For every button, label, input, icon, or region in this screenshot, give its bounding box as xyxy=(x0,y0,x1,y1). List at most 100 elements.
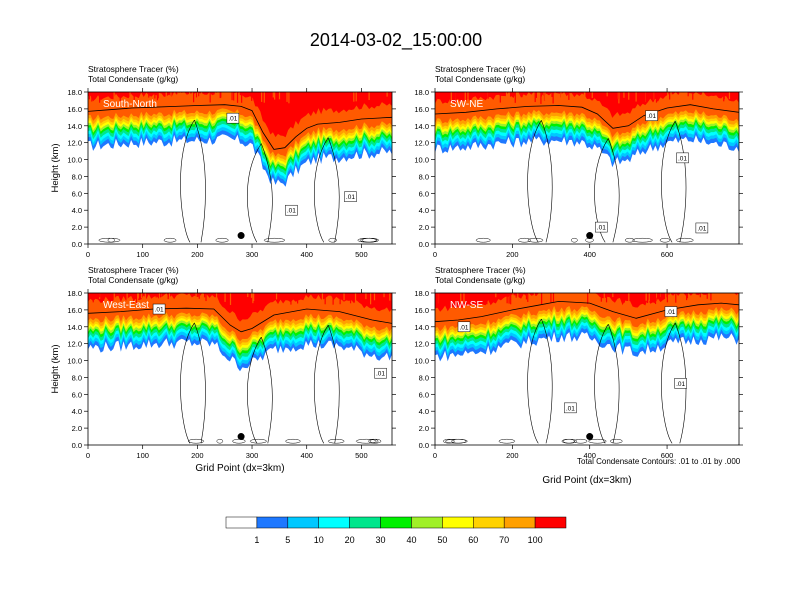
panel-title-condensate: Total Condensate (g/kg) xyxy=(435,74,525,84)
contour-label: .01 xyxy=(285,204,298,216)
y-tick-label: 8.0 xyxy=(419,172,429,181)
condensate-contour xyxy=(88,104,392,150)
contour-label: .01 xyxy=(664,306,678,317)
contour-label: .01 xyxy=(344,191,357,202)
y-tick-label: 6.0 xyxy=(72,189,82,198)
y-tick-label: 14.0 xyxy=(414,122,429,131)
contour-footnote: Total Condensate Contours: .01 to .01 by… xyxy=(577,457,741,466)
panel-south-north: Stratosphere Tracer (%)Total Condensate … xyxy=(50,64,396,259)
y-tick-label: 18.0 xyxy=(67,88,82,97)
y-tick-label: 0.0 xyxy=(419,240,429,249)
colorbar-label: 40 xyxy=(406,535,416,545)
cross-section-label: SW-NE xyxy=(450,99,483,110)
y-tick-label: 16.0 xyxy=(414,105,429,114)
panel-title-condensate: Total Condensate (g/kg) xyxy=(88,275,178,285)
colorbar-label: 60 xyxy=(468,535,478,545)
colorbar-label: 100 xyxy=(528,535,543,545)
contour-label: .01 xyxy=(674,378,687,389)
x-tick-label: 0 xyxy=(86,250,90,259)
page-title: 2014-03-02_15:00:00 xyxy=(309,30,483,50)
svg-text:.01: .01 xyxy=(228,116,237,123)
cross-section-label: West-East xyxy=(103,300,149,311)
cross-section-label: South-North xyxy=(103,99,157,110)
svg-text:.01: .01 xyxy=(459,324,468,331)
y-tick-label: 18.0 xyxy=(414,88,429,97)
colorbar-label: 70 xyxy=(499,535,509,545)
y-tick-label: 4.0 xyxy=(72,407,82,416)
y-tick-label: 14.0 xyxy=(67,323,82,332)
y-axis-label: Height (km) xyxy=(50,143,61,192)
colorbar-swatch xyxy=(287,516,319,529)
colorbar-swatch xyxy=(349,516,381,529)
panel-title-condensate: Total Condensate (g/kg) xyxy=(88,74,178,84)
x-tick-label: 600 xyxy=(661,451,674,460)
panel-title-tracer: Stratosphere Tracer (%) xyxy=(88,265,179,275)
y-tick-label: 18.0 xyxy=(414,289,429,298)
panel-nw-se: Stratosphere Tracer (%)Total Condensate … xyxy=(414,265,743,486)
panel-title-tracer: Stratosphere Tracer (%) xyxy=(435,64,526,74)
x-tick-label: 600 xyxy=(661,250,674,259)
svg-text:.01: .01 xyxy=(597,225,606,232)
colorbar-swatch xyxy=(503,516,536,529)
tracer-field: .01 .01 .01 .01 xyxy=(435,92,739,243)
contour-label: .01 xyxy=(226,112,240,124)
colorbar-swatch xyxy=(380,516,412,529)
y-tick-label: 8.0 xyxy=(72,172,82,181)
x-tick-label: 500 xyxy=(355,451,368,460)
contour-label: .01 xyxy=(676,152,689,164)
y-tick-label: 18.0 xyxy=(67,289,82,298)
plot-frame xyxy=(87,91,393,245)
svg-text:.01: .01 xyxy=(346,194,355,201)
y-axis-label: Height (km) xyxy=(50,344,61,393)
colorbar-label: 1 xyxy=(254,535,259,545)
x-axis-label: Grid Point (dx=3km) xyxy=(542,475,631,486)
y-tick-label: 10.0 xyxy=(414,156,429,165)
x-tick-label: 100 xyxy=(136,250,149,259)
colorbar-label: 30 xyxy=(376,535,386,545)
plot-frame xyxy=(434,292,740,446)
location-marker xyxy=(586,232,594,240)
colorbar-swatch xyxy=(318,516,350,529)
y-tick-label: 12.0 xyxy=(414,340,429,349)
contour-label: .01 xyxy=(152,303,166,315)
y-tick-label: 2.0 xyxy=(419,424,429,433)
y-tick-label: 8.0 xyxy=(72,373,82,382)
svg-text:.01: .01 xyxy=(676,381,685,388)
cross-section-label: NW-SE xyxy=(450,300,483,311)
x-tick-label: 0 xyxy=(433,250,437,259)
svg-text:.01: .01 xyxy=(678,155,687,162)
contour-label: .01 xyxy=(645,110,658,121)
colorbar-label: 10 xyxy=(314,535,324,545)
condensate-contour xyxy=(435,104,739,129)
y-tick-label: 6.0 xyxy=(72,390,82,399)
y-tick-label: 12.0 xyxy=(414,139,429,148)
x-axis-label: Grid Point (dx=3km) xyxy=(195,463,284,474)
x-tick-label: 300 xyxy=(246,250,259,259)
y-tick-label: 0.0 xyxy=(72,441,82,450)
location-marker xyxy=(586,433,594,441)
x-tick-label: 400 xyxy=(583,250,596,259)
tracer-field: .01 .01 .01 xyxy=(88,92,392,243)
plot-frame xyxy=(434,91,740,245)
svg-text:.01: .01 xyxy=(566,405,575,412)
tracer-field: .01 .01 .01 .01 xyxy=(435,293,739,444)
x-tick-label: 0 xyxy=(86,451,90,460)
panel-sw-ne: Stratosphere Tracer (%)Total Condensate … xyxy=(414,64,743,259)
x-tick-label: 500 xyxy=(355,250,368,259)
colorbar-swatch xyxy=(534,516,567,529)
condensate-contour xyxy=(435,300,739,323)
panel-title-tracer: Stratosphere Tracer (%) xyxy=(88,64,179,74)
location-marker xyxy=(237,433,245,441)
x-tick-label: 200 xyxy=(191,250,204,259)
y-tick-label: 4.0 xyxy=(419,407,429,416)
colorbar-swatch xyxy=(473,516,505,529)
y-tick-label: 16.0 xyxy=(67,105,82,114)
x-tick-label: 300 xyxy=(246,451,259,460)
svg-text:.01: .01 xyxy=(376,371,385,378)
x-tick-label: 200 xyxy=(506,250,519,259)
colorbar-swatch xyxy=(225,516,258,529)
location-marker xyxy=(237,232,245,240)
contour-label: .01 xyxy=(374,367,387,379)
colorbar-label: 20 xyxy=(345,535,355,545)
colorbar-swatch xyxy=(256,516,289,529)
